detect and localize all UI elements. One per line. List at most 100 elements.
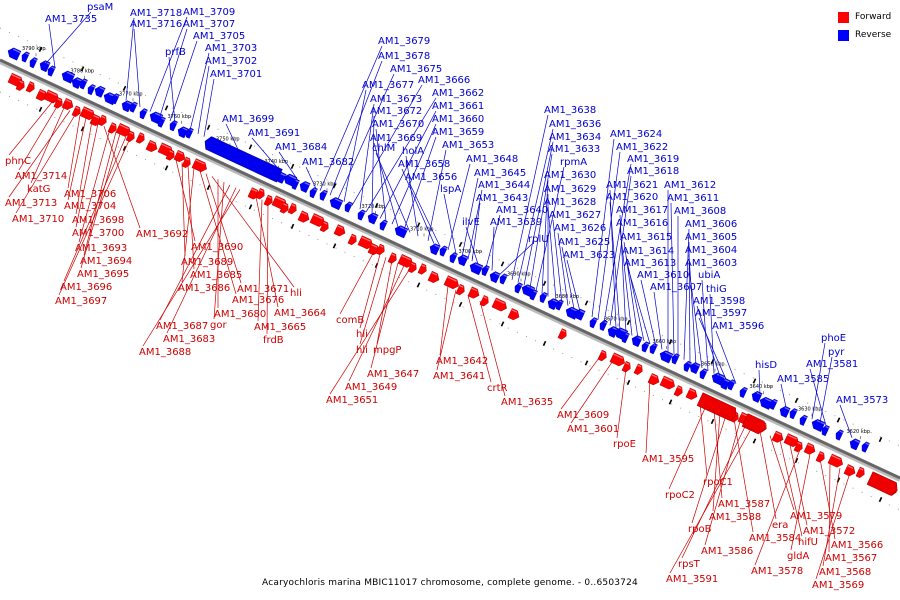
gene-label-reverse: phoE: [821, 333, 846, 344]
leader-line-forward: [78, 128, 111, 243]
leader-line-reverse: [715, 330, 737, 384]
gene-label-reverse: AM1_3639: [490, 217, 542, 228]
gene-label-reverse: AM1_3705: [193, 31, 245, 42]
leader-line-forward: [779, 440, 803, 537]
reverse-gene-arrow: [589, 317, 598, 329]
leader-line-forward: [83, 131, 117, 256]
leader-line-reverse: [688, 267, 703, 369]
reverse-gene-arrow: [449, 252, 458, 264]
reverse-gene-arrow: [344, 201, 353, 213]
leader-line-reverse: [351, 84, 423, 206]
forward-track-guide: [0, 91, 900, 511]
gene-label-forward: era: [772, 520, 788, 531]
leader-line-forward: [704, 421, 741, 546]
forward-gene-arrow: [135, 132, 145, 144]
leader-line-forward: [691, 415, 727, 524]
leader-line-forward: [166, 187, 237, 334]
leader-line-forward: [67, 117, 87, 201]
reverse-gene-arrow: [574, 308, 586, 321]
reverse-gene-arrow: [129, 101, 138, 113]
leader-line-forward: [570, 362, 613, 424]
tick-label: 3630 kbp: [798, 407, 822, 413]
reverse-gene-arrow: [489, 271, 501, 284]
gene-label-forward: nifU: [798, 537, 818, 548]
gene-label-forward: AM1_3649: [345, 382, 397, 393]
gene-label-reverse: AM1_3624: [610, 129, 662, 140]
reverse-gene-arrow: [291, 178, 300, 190]
leader-line-reverse: [640, 279, 657, 347]
reverse-gene-arrow: [861, 441, 870, 453]
gene-label-forward: AM1_3601: [567, 424, 619, 435]
leader-line-reverse: [443, 193, 457, 254]
leader-line-forward: [30, 107, 65, 184]
gene-label-reverse: AM1_3701: [210, 69, 262, 80]
tick-label: 3710 kbp: [410, 226, 434, 232]
reverse-gene-arrow: [529, 289, 538, 301]
forward-gene-arrow: [191, 158, 207, 173]
forward-track-marker: [458, 301, 463, 308]
reverse-track-marker: [458, 241, 463, 248]
reverse-track-marker: [248, 144, 253, 150]
reverse-gene-arrow: [39, 60, 51, 73]
gene-label-reverse: AM1_3634: [549, 132, 601, 143]
gene-label-reverse: AM1_3682: [302, 157, 354, 168]
gene-label-forward: rpoC1: [703, 477, 733, 488]
leader-line-forward: [560, 356, 601, 410]
forward-gene-arrow: [843, 464, 856, 477]
leader-line-forward: [467, 295, 492, 383]
gene-label-forward: AM1_3694: [80, 256, 132, 267]
gene-label-reverse: AM1_3656: [405, 172, 457, 183]
gene-label-reverse: AM1_3603: [685, 258, 737, 269]
reverse-gene-arrow: [789, 408, 798, 420]
reverse-gene-arrow: [719, 378, 731, 390]
forward-label: Forward: [855, 12, 892, 22]
leader-line-reverse: [125, 17, 135, 101]
leader-line-forward: [769, 435, 795, 511]
gene-label-forward: AM1_3713: [5, 198, 57, 209]
reverse-gene-arrow: [659, 350, 674, 364]
reverse-gene-arrow: [631, 335, 643, 348]
gene-label-reverse: AM1_3670: [372, 119, 424, 130]
reverse-gene-arrow: [799, 414, 808, 426]
leader-line-reverse: [168, 56, 176, 124]
forward-gene-arrow: [771, 430, 784, 443]
forward-track-marker: [290, 223, 295, 230]
forward-track-marker: [542, 340, 547, 347]
legend-forward: Forward: [838, 8, 898, 26]
tick-label: 3790 kbp: [22, 46, 46, 52]
gene-label-reverse: psaM: [87, 2, 113, 13]
gene-label-reverse: AM1_3699: [222, 114, 274, 125]
reverse-track-marker: [500, 261, 505, 267]
leader-line-reverse: [541, 179, 549, 294]
gene-label-reverse: AM1_3629: [544, 184, 596, 195]
forward-gene-arrow: [107, 122, 117, 134]
reverse-track-marker: [206, 124, 211, 130]
forward-gene-arrow: [783, 433, 799, 448]
reverse-track-marker: [416, 222, 421, 228]
gene-label-forward: AM1_3572: [803, 526, 855, 537]
gene-label-forward: AM1_3591: [666, 574, 718, 585]
forward-track-marker: [500, 321, 505, 327]
tick-label: 3760 kbp: [168, 114, 192, 120]
reverse-track-marker: [542, 280, 547, 287]
leader-line-forward: [266, 202, 269, 335]
gene-label-forward: mpgP: [373, 345, 401, 356]
leader-line-reverse: [670, 202, 675, 356]
leader-line-reverse: [48, 23, 56, 68]
forward-gene-arrow: [279, 202, 289, 214]
leader-line-reverse: [373, 142, 399, 227]
reverse-gene-arrow: [71, 77, 83, 90]
reverse-gene-arrow: [835, 429, 844, 441]
forward-gene-arrow: [53, 97, 63, 109]
gene-label-forward: AM1_3609: [557, 410, 609, 421]
gene-label-forward: AM1_3651: [326, 395, 378, 406]
gene-label-reverse: AM1_3709: [183, 7, 235, 18]
gene-label-reverse: AM1_3612: [664, 180, 716, 191]
gene-label-reverse: AM1_3616: [616, 218, 668, 229]
forward-gene-arrow: [417, 263, 427, 275]
leader-line-reverse: [403, 136, 437, 230]
gene-label-reverse: thiG: [706, 284, 727, 295]
forward-track-marker: [416, 282, 421, 288]
leader-line-reverse: [365, 97, 437, 213]
